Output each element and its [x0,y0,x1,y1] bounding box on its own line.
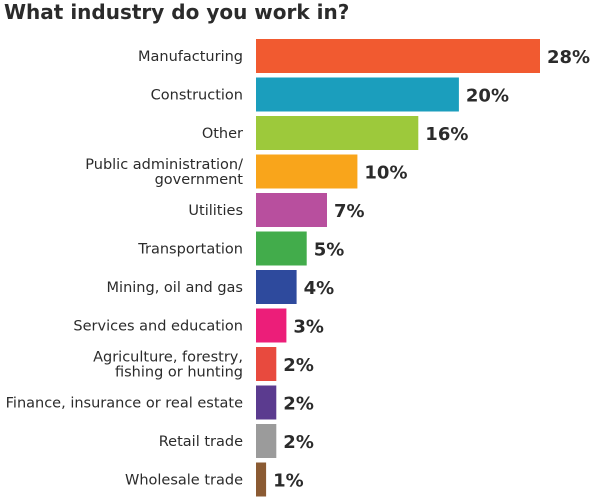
value-label: 2% [283,394,314,415]
value-label: 5% [314,240,345,261]
bar [256,39,540,73]
bar [256,231,307,266]
chart-title: What industry do you work in? [4,0,350,24]
category-label: Manufacturing [138,49,243,65]
category-label: Services and education [73,319,243,335]
category-label: Utilities [188,203,243,219]
category-label: Mining, oil and gas [107,280,243,296]
bar [256,347,277,381]
value-label: 7% [334,201,365,222]
category-label: Transportation [137,242,243,258]
category-label: Other [202,126,243,142]
bar [256,308,287,343]
value-label: 28% [547,47,590,68]
bar [256,424,277,458]
value-label: 16% [425,124,468,145]
category-label: Agriculture, forestry, fishing or hunting [93,350,243,381]
bar [256,385,277,420]
category-label: Wholesale trade [125,473,243,489]
bar [256,116,419,150]
value-label: 10% [364,163,407,184]
value-label: 1% [273,471,304,492]
value-label: 2% [283,432,314,453]
value-label: 3% [293,317,324,338]
bar [256,193,327,227]
bar [256,462,267,497]
value-label: 4% [304,278,335,299]
value-label: 2% [283,355,314,376]
bar [256,154,358,189]
bar [256,77,459,112]
category-label: Public administration/government [85,157,243,188]
category-label: Finance, insurance or real estate [6,396,243,412]
category-label: Retail trade [159,434,243,450]
category-label: Construction [151,88,243,104]
value-label: 20% [466,86,509,107]
bar [256,270,297,304]
